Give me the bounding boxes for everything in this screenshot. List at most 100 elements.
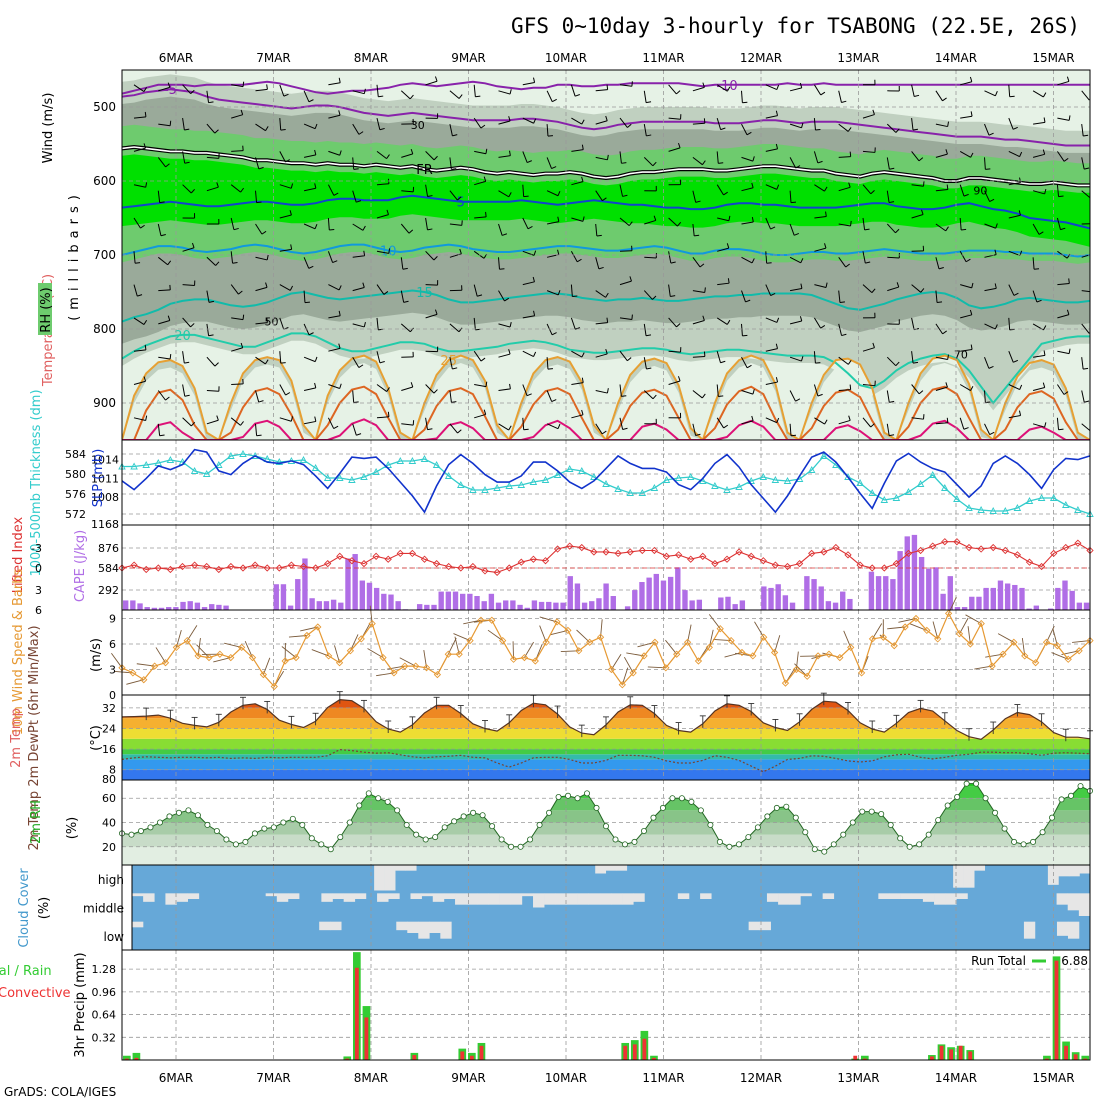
wind-barb — [595, 89, 608, 92]
wind-barb — [862, 417, 872, 428]
thickness-point — [578, 467, 586, 474]
thickness-point — [444, 472, 453, 479]
wind-barb-feather — [1091, 427, 1094, 431]
wind-barb — [158, 123, 171, 127]
wind-barb — [255, 286, 268, 292]
top-date-label: 6MAR — [159, 51, 194, 65]
li-tick: -3 — [31, 542, 42, 555]
wind-barb-feather — [848, 182, 851, 188]
cloud-cell — [533, 893, 545, 908]
rh-point — [527, 836, 534, 843]
rh-point — [536, 821, 543, 828]
wind-barb — [231, 84, 244, 88]
wind-barb — [668, 147, 681, 152]
cape-bar — [825, 601, 832, 610]
wind-barb — [1032, 190, 1045, 195]
cape-bar — [166, 607, 172, 610]
wind-barb-feather — [557, 216, 560, 222]
wind-barb-feather — [653, 215, 657, 221]
cloud-cell — [616, 865, 628, 871]
wind-barb-feather — [289, 210, 292, 216]
wind-barb-feather — [701, 393, 706, 399]
wind-barb — [425, 284, 438, 286]
wind-barb — [303, 356, 316, 363]
run-total-label: Run Total — [971, 954, 1026, 968]
wind-barb-feather — [1042, 149, 1046, 155]
wind-barb — [157, 423, 161, 436]
wind-barb — [522, 250, 535, 256]
wind-barb — [498, 257, 500, 270]
rh-point — [185, 807, 192, 814]
wind-barb — [255, 123, 266, 132]
wind-barb-feather — [215, 261, 220, 266]
cloud-cell — [822, 893, 835, 899]
cape-bar — [1047, 608, 1054, 610]
isotherm-line — [122, 80, 1090, 95]
wind-speed-point — [488, 616, 496, 624]
wind-barb — [303, 90, 310, 102]
wind-barb — [182, 284, 195, 286]
wind-speed-point — [172, 643, 181, 652]
wind-barb — [984, 357, 990, 369]
wind-barb — [668, 284, 671, 297]
wind-barb-feather — [238, 290, 243, 295]
wind-barb — [935, 223, 947, 232]
wind-speed-point — [1021, 652, 1029, 660]
wind-barb — [327, 417, 335, 429]
wind-barb-feather — [775, 377, 779, 383]
surface-wind-barb — [453, 633, 471, 642]
wind-speed-point — [531, 657, 539, 665]
wind-barb — [765, 317, 778, 323]
surface-wind-barb — [111, 652, 123, 669]
wind-speed-point — [618, 681, 626, 689]
cape-bar — [495, 602, 502, 610]
cloud-cell — [700, 893, 712, 899]
thickness-point — [783, 477, 792, 484]
wind-barb — [425, 80, 438, 86]
wind-barb — [643, 157, 654, 167]
wind-barb — [571, 414, 584, 419]
wind-barb-feather — [670, 295, 676, 297]
lifted-index-point — [650, 546, 659, 555]
cape-bar — [560, 602, 566, 610]
wind-barb-feather — [314, 149, 317, 155]
wind-barb — [1056, 384, 1065, 395]
wind-barb — [570, 84, 576, 97]
rh-tick: 60 — [102, 792, 116, 805]
cloud-cell — [466, 893, 478, 905]
cloud-cell — [566, 893, 578, 905]
wind-barb-feather — [240, 187, 245, 193]
wind-barb — [547, 221, 559, 225]
wind-barb-feather — [752, 156, 755, 162]
cloud-cell — [407, 921, 419, 933]
wind-barb-feather — [363, 321, 366, 328]
wind-barb — [959, 384, 971, 392]
wind-barb — [886, 123, 897, 133]
thickness-point — [529, 478, 538, 485]
top-date-label: 15MAR — [1032, 51, 1074, 65]
lifted-index-point — [614, 549, 622, 558]
wind-speed-point — [640, 652, 648, 660]
wind-barb — [376, 384, 387, 392]
wind-barb — [984, 287, 997, 292]
rh-point — [963, 780, 970, 787]
thickness-tick: 572 — [65, 508, 86, 521]
wind-barb-feather — [533, 351, 537, 357]
wind-barb-feather — [971, 282, 974, 288]
wind-barb — [838, 389, 851, 391]
wind-barb-feather — [452, 367, 458, 370]
rh-point — [232, 841, 239, 848]
wind-barb — [935, 422, 948, 425]
wind-barb-feather — [379, 127, 385, 131]
surface-wind-barb — [213, 657, 231, 663]
cloud-cell — [599, 893, 612, 905]
wind-barb-feather — [159, 434, 165, 437]
pressure-tick: 700 — [93, 248, 116, 262]
wind-barb-feather — [912, 361, 919, 364]
wind-speed-point — [270, 682, 278, 691]
wind-barb-feather — [1083, 367, 1089, 370]
surface-wind-barb — [997, 633, 1015, 643]
wind-barb-feather — [817, 393, 823, 397]
wind-barb-feather — [208, 101, 214, 104]
